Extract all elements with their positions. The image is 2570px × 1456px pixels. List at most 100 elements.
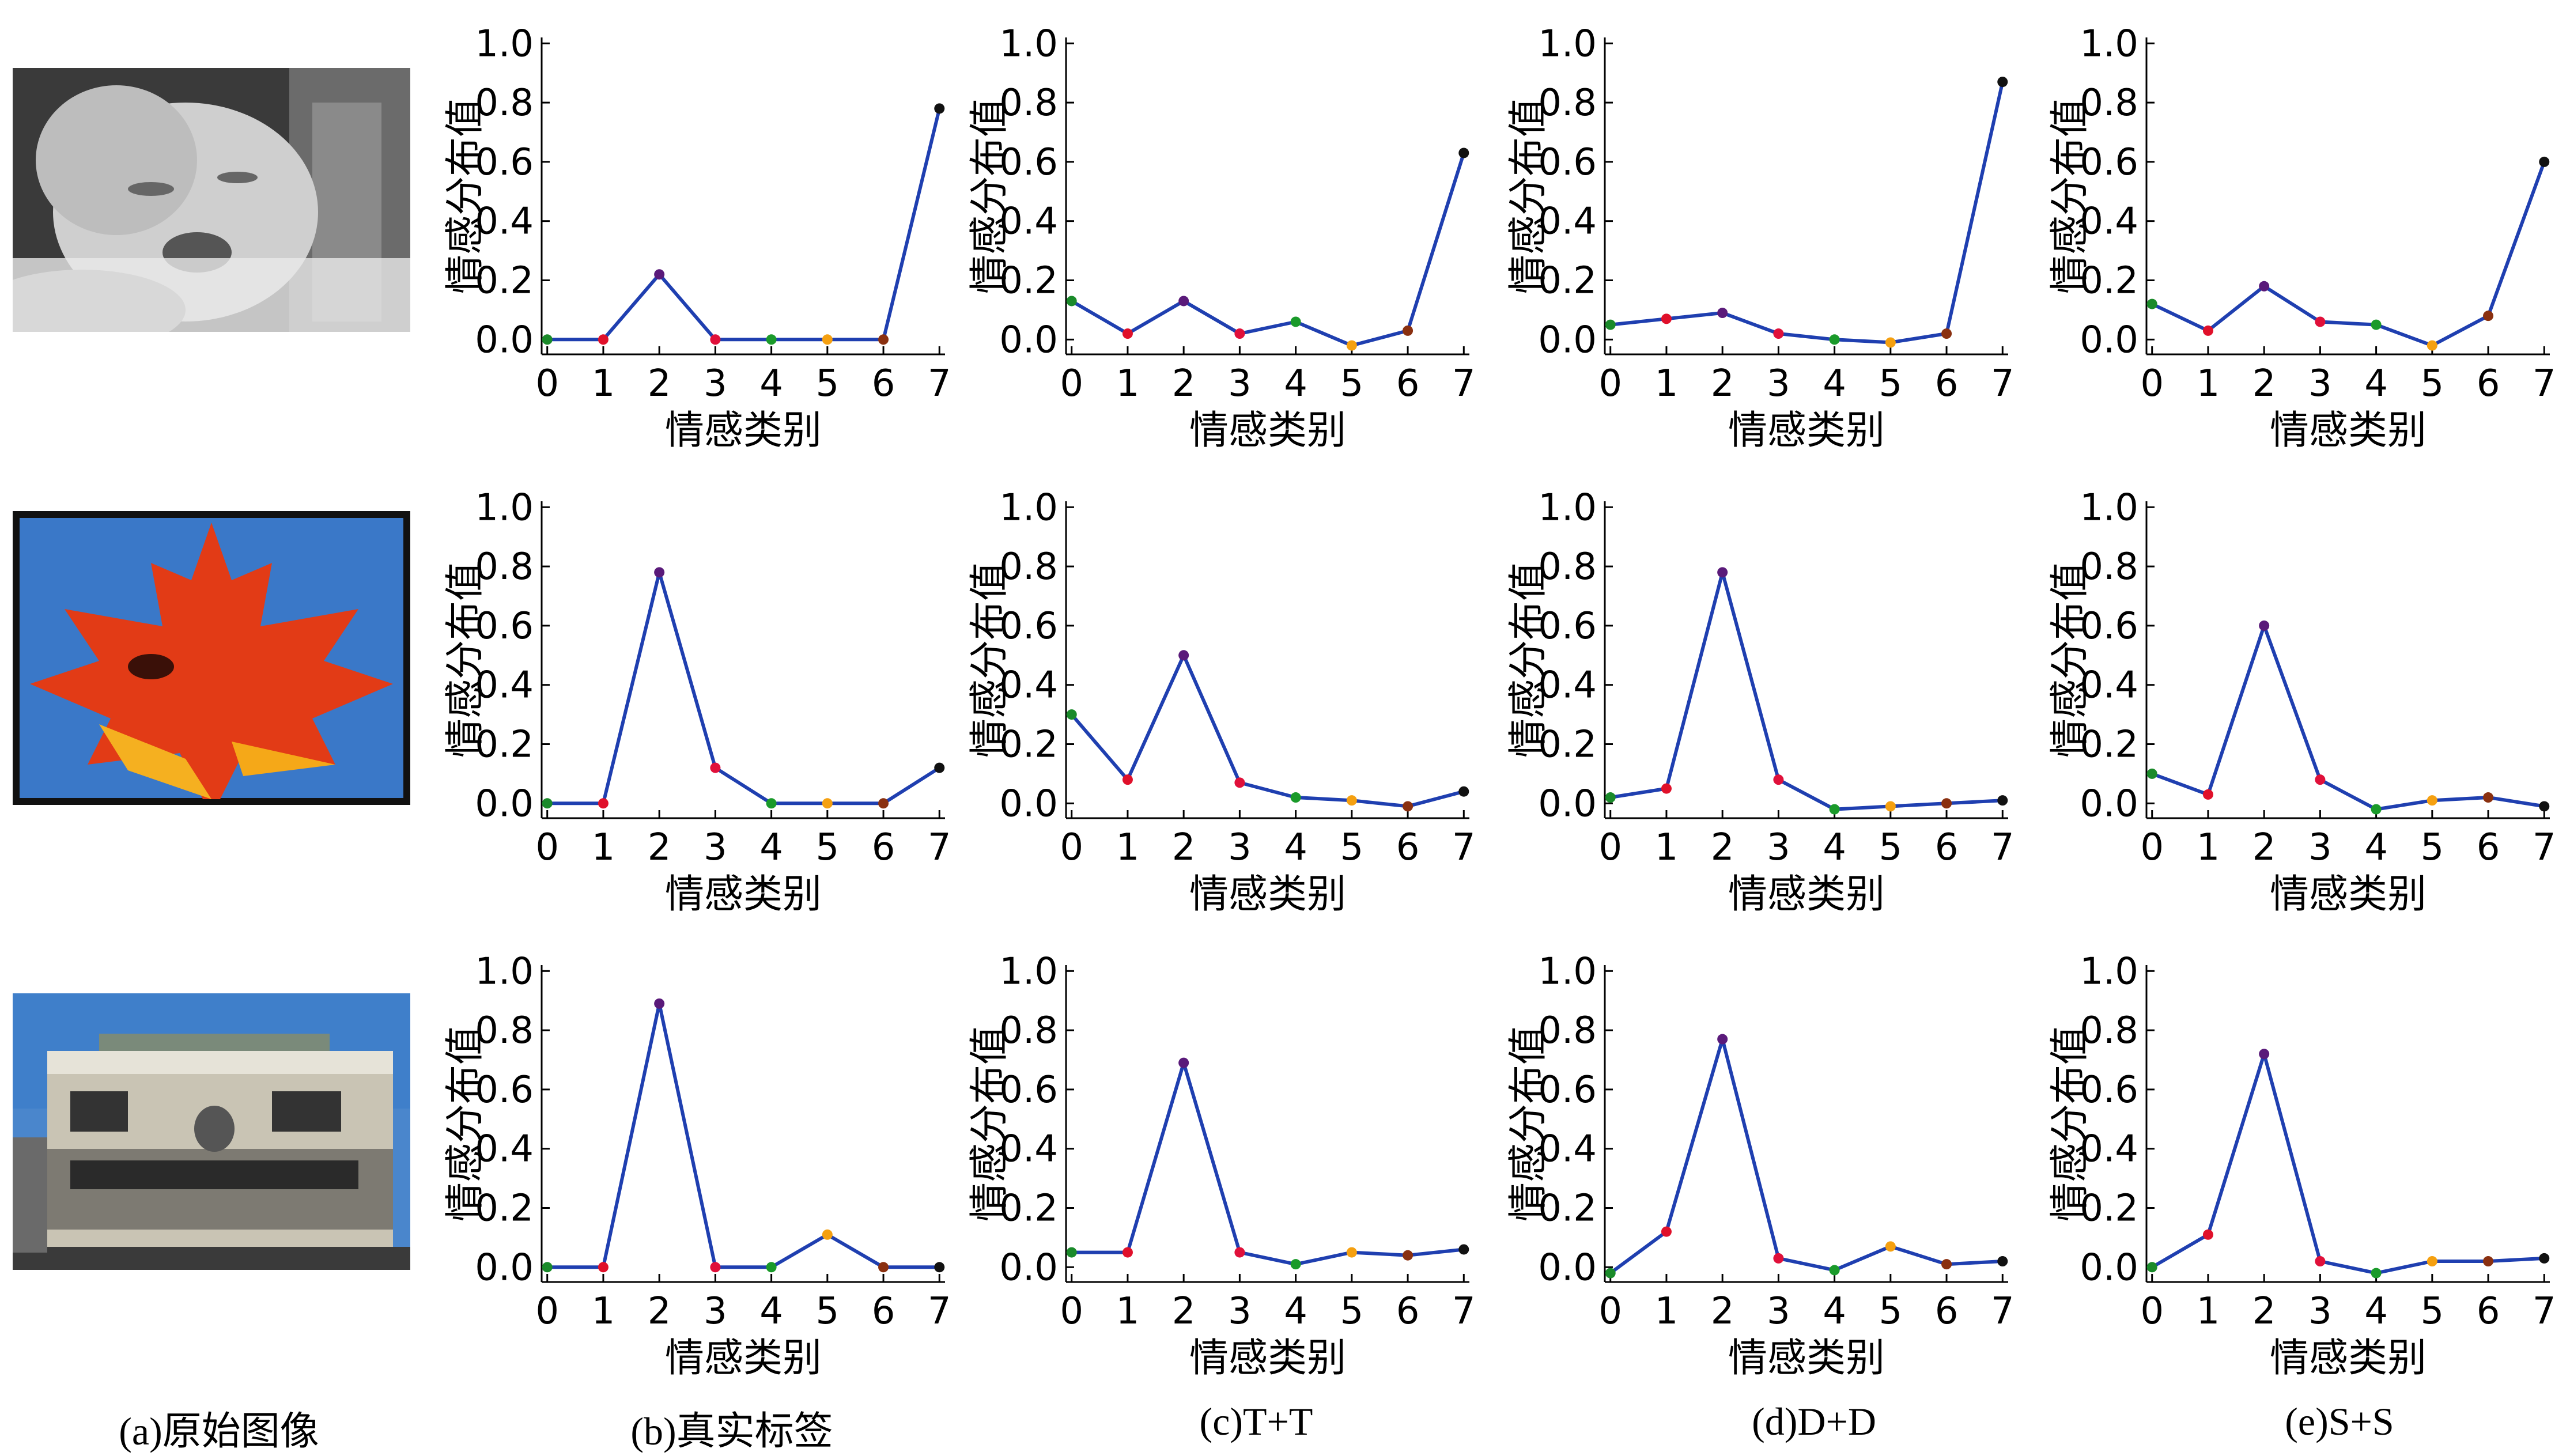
y-axis-label: 情感分布值	[444, 562, 488, 758]
y-tick-label: 1.0	[1538, 22, 1597, 65]
x-tick-label: 7	[2533, 362, 2556, 405]
data-point	[542, 334, 553, 345]
y-axis-label: 情感分布值	[1507, 562, 1551, 758]
y-tick-label: 0.2	[999, 1187, 1058, 1230]
y-tick-label: 0.6	[1538, 141, 1597, 184]
y-tick-label: 0.6	[999, 1069, 1058, 1111]
data-point	[934, 1262, 945, 1273]
x-tick-label: 3	[704, 362, 727, 405]
x-tick-label: 7	[1452, 1290, 1476, 1333]
y-axis-label: 情感分布值	[444, 1026, 488, 1221]
y-tick-label: 0.6	[1538, 1069, 1597, 1111]
x-tick-label: 0	[1060, 826, 1083, 869]
y-tick-label: 0.0	[1538, 319, 1597, 361]
x-tick-label: 6	[1935, 1290, 1959, 1333]
chart-panel: 0.0 0.2 0.4 0.6 0.8 1.0 0 1 2 3 4 5 6 7 情感类别 情感分布值	[1507, 17, 2025, 478]
x-tick-label: 0	[535, 1290, 559, 1333]
x-tick-label: 0	[1060, 362, 1083, 405]
data-point	[598, 798, 609, 809]
line-chart: 0.0 0.2 0.4 0.6 0.8 1.0 0 1 2 3 4 5 6 7 情感类别 情感分布值	[444, 486, 951, 917]
y-tick-label: 0.4	[475, 1128, 534, 1171]
data-point	[2315, 316, 2326, 327]
y-tick-label: 0.2	[475, 259, 534, 302]
data-point	[1773, 1253, 1784, 1264]
photo-building-image	[13, 993, 410, 1270]
x-axis-label: 情感类别	[2270, 872, 2427, 917]
y-tick-label: 1.0	[999, 950, 1058, 993]
data-point	[1234, 777, 1245, 788]
y-tick-label: 0.6	[999, 605, 1058, 648]
x-tick-label: 2	[1711, 362, 1734, 405]
x-axis-label: 情感类别	[1728, 408, 1885, 453]
x-tick-label: 4	[759, 826, 783, 869]
x-tick-label: 0	[1598, 826, 1622, 869]
y-tick-label: 0.2	[999, 723, 1058, 766]
line-chart: 0.0 0.2 0.4 0.6 0.8 1.0 0 1 2 3 4 5 6 7 情感类别 情感分布值	[2049, 486, 2556, 917]
y-axis-label: 情感分布值	[1507, 98, 1551, 294]
y-tick-label: 0.2	[1538, 259, 1597, 302]
y-tick-label: 0.0	[2080, 1246, 2138, 1289]
caption-original: (a)原始图像	[119, 1409, 319, 1453]
y-tick-label: 0.4	[999, 664, 1058, 707]
y-tick-label: 0.0	[2080, 319, 2138, 361]
x-tick-label: 4	[1284, 826, 1307, 869]
x-axis-label: 情感类别	[665, 1336, 822, 1381]
chart-panel: 0.0 0.2 0.4 0.6 0.8 1.0 0 1 2 3 4 5 6 7 情感类别 情感分布值	[2049, 17, 2567, 478]
chart-panel: 0.0 0.2 0.4 0.6 0.8 1.0 0 1 2 3 4 5 6 7 情感类别 情感分布值	[444, 481, 962, 942]
data-point	[2483, 311, 2494, 322]
x-tick-label: 3	[2308, 1290, 2332, 1333]
data-point	[1829, 334, 1840, 345]
x-tick-label: 3	[1767, 362, 1790, 405]
data-point	[2539, 1253, 2550, 1264]
x-tick-label: 2	[1711, 826, 1734, 869]
y-tick-label: 0.2	[999, 259, 1058, 302]
data-point	[766, 1262, 777, 1273]
y-tick-label: 0.2	[2080, 1187, 2138, 1230]
y-tick-label: 1.0	[475, 22, 534, 65]
x-tick-label: 3	[704, 1290, 727, 1333]
chart-panel: 0.0 0.2 0.4 0.6 0.8 1.0 0 1 2 3 4 5 6 7 情感类别 情感分布值	[1507, 945, 2025, 1406]
data-point	[710, 334, 721, 345]
line-chart: 0.0 0.2 0.4 0.6 0.8 1.0 0 1 2 3 4 5 6 7 情感类别 情感分布值	[1507, 950, 2015, 1381]
data-point	[1661, 1226, 1672, 1237]
y-axis-label: 情感分布值	[1507, 1026, 1551, 1221]
y-tick-label: 0.6	[2080, 141, 2138, 184]
data-point	[598, 1262, 609, 1273]
x-tick-label: 6	[2477, 362, 2500, 405]
data-point	[1234, 328, 1245, 339]
x-tick-label: 3	[2308, 826, 2332, 869]
data-point	[542, 798, 553, 809]
data-point	[878, 798, 889, 809]
x-tick-label: 7	[928, 362, 951, 405]
data-point	[1717, 567, 1728, 578]
y-tick-label: 1.0	[999, 486, 1058, 529]
x-tick-label: 4	[759, 362, 783, 405]
y-tick-label: 1.0	[2080, 486, 2138, 529]
data-point	[710, 762, 721, 773]
y-tick-label: 0.0	[999, 782, 1058, 825]
data-point	[1178, 650, 1189, 661]
x-tick-label: 7	[2533, 1290, 2556, 1333]
x-tick-label: 5	[2420, 826, 2444, 869]
data-point	[2371, 804, 2382, 815]
series-line	[1071, 1061, 1464, 1266]
y-tick-label: 0.4	[1538, 664, 1597, 707]
y-tick-label: 0.4	[1538, 201, 1597, 243]
data-point	[1997, 77, 2008, 88]
x-tick-label: 7	[1991, 826, 2015, 869]
x-tick-label: 1	[2197, 362, 2220, 405]
data-point	[2259, 1049, 2270, 1060]
data-point	[1941, 798, 1952, 809]
y-tick-label: 0.2	[1538, 723, 1597, 766]
x-tick-label: 7	[928, 1290, 951, 1333]
y-tick-label: 0.8	[475, 546, 534, 588]
x-tick-label: 4	[2364, 826, 2388, 869]
series-line	[2151, 623, 2545, 811]
y-tick-label: 0.6	[999, 141, 1058, 184]
data-point	[2483, 1256, 2494, 1267]
x-tick-label: 2	[1711, 1290, 1734, 1333]
data-point	[1178, 1057, 1189, 1068]
series-line	[1071, 152, 1466, 347]
data-point	[878, 334, 889, 345]
